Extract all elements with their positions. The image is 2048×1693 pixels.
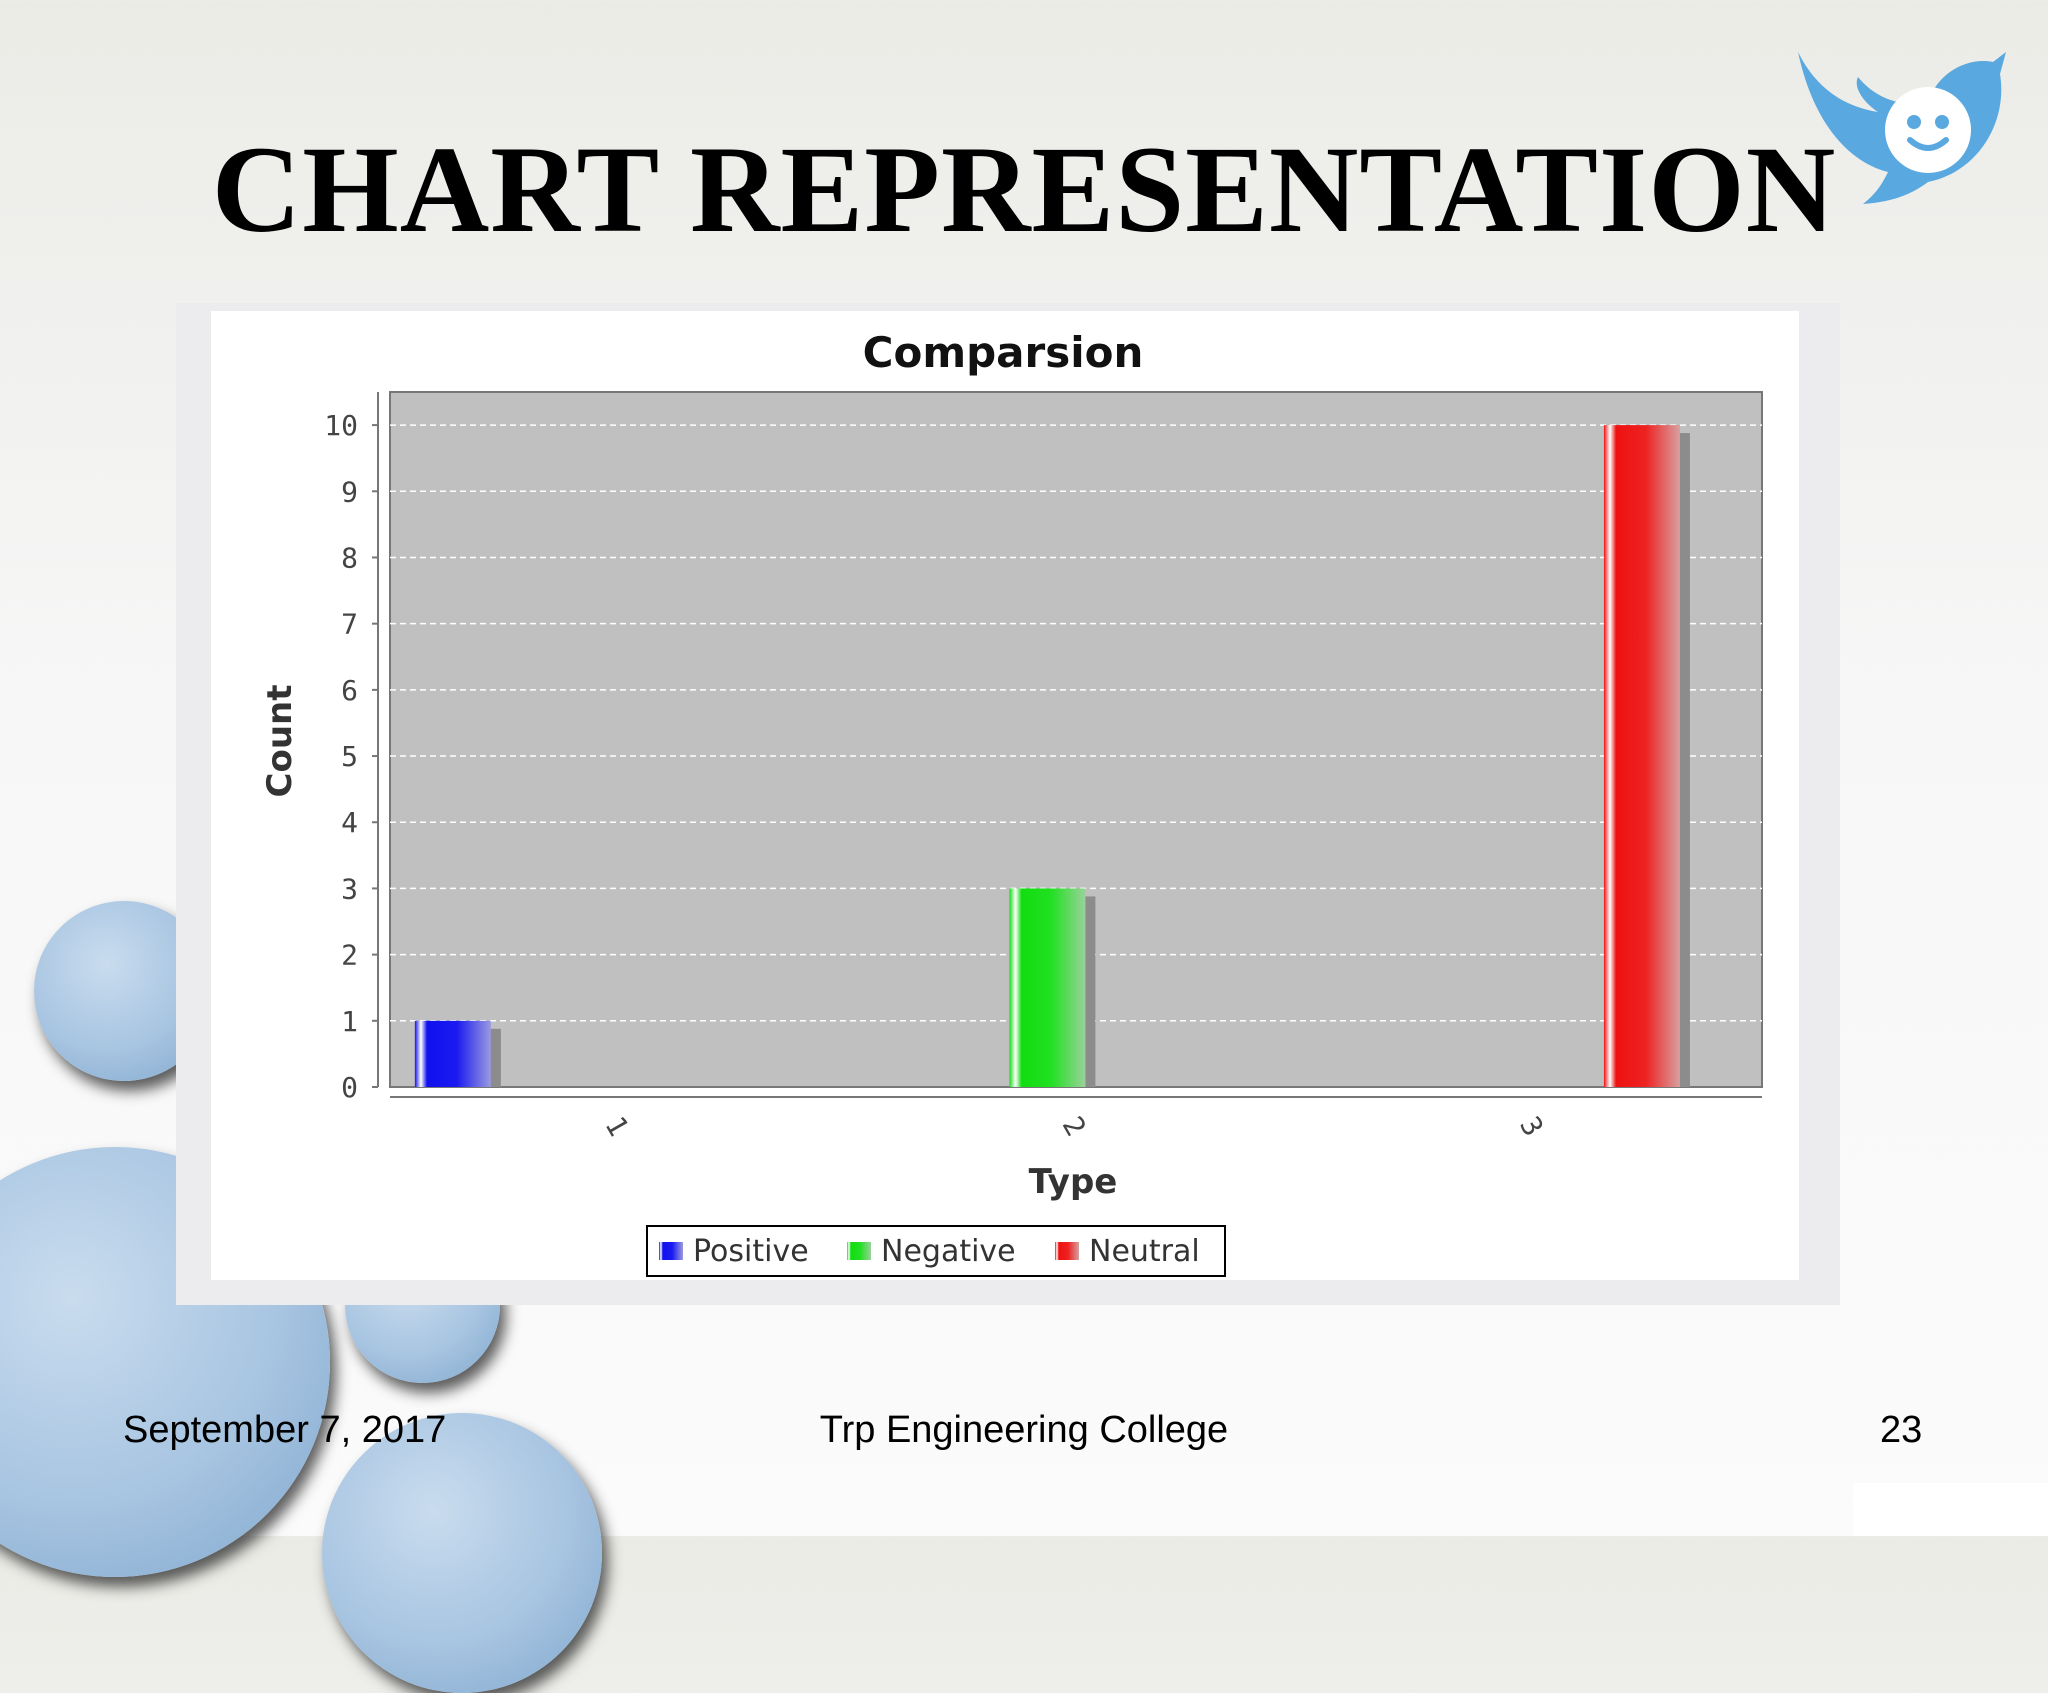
y-tick-label: 0 (341, 1071, 358, 1104)
slide-number: 23 (1880, 1409, 1923, 1451)
y-tick-label: 10 (324, 409, 358, 442)
y-tick-label: 8 (341, 541, 358, 574)
y-tick-label: 2 (341, 939, 358, 972)
legend-swatch-neutral (1055, 1242, 1079, 1260)
legend-label-negative: Negative (881, 1234, 1016, 1269)
legend-swatch-negative (847, 1242, 871, 1260)
legend-label-neutral: Neutral (1089, 1234, 1200, 1269)
legend-box (646, 1225, 1226, 1277)
bar-neutral-3 (1603, 425, 1680, 1088)
legend: Positive Negative Neutral (646, 1225, 1226, 1277)
slide-title: CHART REPRESENTATION (211, 121, 1837, 258)
bars (414, 425, 1690, 1088)
y-tick-label: 3 (341, 872, 358, 905)
x-tick-label: 1 (598, 1111, 635, 1142)
x-tick-label: 3 (1513, 1111, 1550, 1142)
bar-positive-1 (414, 1020, 491, 1087)
chart-title: Comparsion (863, 328, 1144, 377)
legend-swatch-positive (659, 1242, 683, 1260)
corner-panel (1853, 1483, 2048, 1536)
chart-panel: Comparsion 0 1 2 3 4 5 6 7 8 9 10 1 2 3 Count Type P… (211, 311, 1799, 1280)
y-tick-label: 9 (341, 475, 358, 508)
y-tick-label: 5 (341, 740, 358, 773)
bar-negative-2 (1009, 888, 1086, 1087)
y-axis-ticks: 0 1 2 3 4 5 6 7 8 9 10 (324, 409, 378, 1104)
y-axis-label: Count (260, 685, 300, 798)
y-tick-label: 4 (341, 806, 358, 839)
twitter-bird-smiley-icon (1798, 52, 2006, 204)
x-tick-label: 2 (1056, 1111, 1093, 1142)
y-tick-label: 6 (341, 674, 358, 707)
footer-organization: Trp Engineering College (819, 1409, 1229, 1451)
y-tick-label: 1 (341, 1005, 358, 1038)
x-axis-ticks: 1 2 3 (598, 1111, 1550, 1142)
decorative-bubble (322, 1413, 602, 1693)
x-axis-label: Type (1029, 1162, 1118, 1202)
bar-chart: Comparsion 0 1 2 3 4 5 6 7 8 9 10 1 2 3 Count Type P… (260, 328, 1763, 1277)
y-tick-label: 7 (341, 608, 358, 641)
legend-label-positive: Positive (693, 1234, 809, 1269)
footer-date: September 7, 2017 (123, 1409, 447, 1451)
